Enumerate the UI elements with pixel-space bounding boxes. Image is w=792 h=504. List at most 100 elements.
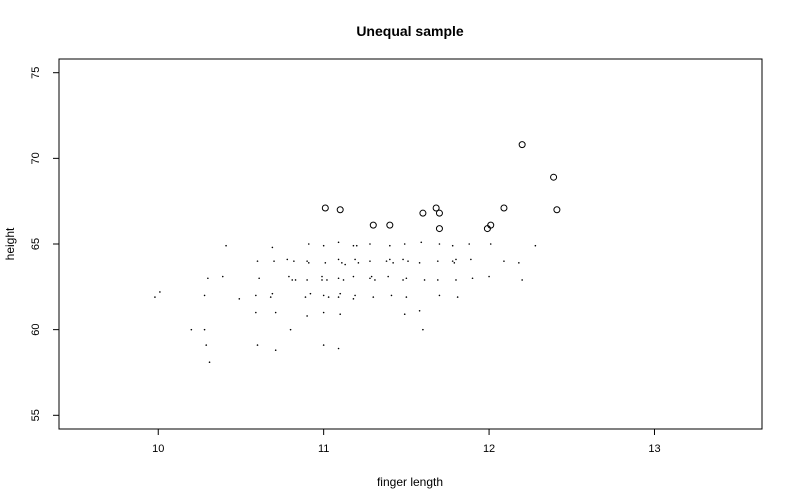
data-point-dot xyxy=(339,313,342,316)
x-tick-label: 13 xyxy=(648,443,660,455)
data-point-dot xyxy=(503,260,505,262)
data-point-dot xyxy=(321,279,323,281)
data-point-dot xyxy=(451,244,454,247)
data-point-circle xyxy=(483,225,491,233)
data-point-dot xyxy=(405,277,408,280)
data-point-dot xyxy=(436,279,439,281)
data-point-dot xyxy=(327,296,330,298)
data-point-dot xyxy=(436,260,439,262)
x-axis-label: finger length xyxy=(377,475,443,489)
data-point-dot xyxy=(258,277,260,280)
data-point-dot xyxy=(370,275,373,278)
data-point-dot xyxy=(418,310,421,312)
data-point-dot xyxy=(372,296,375,298)
x-tick-label: 11 xyxy=(318,443,329,455)
data-point-dot xyxy=(321,275,323,278)
data-point-dot xyxy=(438,294,441,297)
data-point-dot xyxy=(352,244,355,247)
x-axis: 10 11 12 13 xyxy=(152,429,661,455)
data-point-dot xyxy=(418,262,421,264)
data-point-dot xyxy=(352,298,355,300)
data-point-circle xyxy=(553,206,561,214)
data-point-dot xyxy=(306,279,308,281)
data-point-dot xyxy=(341,262,343,264)
data-point-dot xyxy=(534,244,537,247)
data-point-dot xyxy=(271,246,274,249)
data-point-dot xyxy=(470,258,472,261)
data-point-circle xyxy=(487,221,495,229)
data-point-dot xyxy=(255,311,257,314)
data-point-circle xyxy=(321,204,329,212)
data-point-dot xyxy=(374,279,376,281)
data-point-dot xyxy=(453,262,456,264)
data-point-dot xyxy=(407,260,409,262)
data-point-dot xyxy=(326,279,328,281)
data-point-dot xyxy=(294,279,297,281)
data-point-dot xyxy=(306,260,308,262)
data-point-circle xyxy=(435,225,443,233)
data-point-circle xyxy=(500,204,508,212)
data-point-dot xyxy=(306,315,308,317)
data-point-dot xyxy=(208,361,211,363)
data-point-circle xyxy=(369,221,377,229)
data-point-dot xyxy=(354,258,356,261)
data-point-dot xyxy=(207,277,209,280)
data-point-dot xyxy=(269,296,272,298)
data-point-circle xyxy=(336,206,344,214)
data-point-dot xyxy=(273,260,275,262)
data-point-dot xyxy=(489,243,492,245)
data-point-dot xyxy=(402,279,404,281)
data-point-dot xyxy=(324,262,327,264)
data-point-dot xyxy=(286,258,289,261)
data-point-dot xyxy=(274,311,277,314)
data-point-dot xyxy=(451,260,454,262)
y-tick-label: 60 xyxy=(30,324,42,336)
data-point-dot xyxy=(390,294,393,297)
data-point-dot xyxy=(456,296,459,298)
data-point-dot xyxy=(304,296,307,298)
data-point-dot xyxy=(355,244,358,247)
y-tick-label: 65 xyxy=(30,238,42,250)
data-point-dot xyxy=(385,260,388,262)
x-tick-label: 12 xyxy=(483,443,495,455)
data-point-dot xyxy=(423,279,426,281)
y-axis-label: height xyxy=(3,227,17,260)
data-point-dot xyxy=(205,344,208,346)
data-point-dot xyxy=(369,260,371,262)
data-point-dot xyxy=(337,347,340,350)
y-tick-label: 70 xyxy=(30,152,42,164)
data-point-dot xyxy=(369,243,371,245)
data-point-dot xyxy=(357,262,360,264)
data-point-dot xyxy=(288,275,290,278)
data-point-dot xyxy=(521,279,523,281)
data-point-dot xyxy=(471,277,474,280)
data-point-dot xyxy=(352,275,355,278)
data-point-circle xyxy=(432,204,440,212)
data-point-dot xyxy=(518,262,520,264)
data-point-circle xyxy=(419,209,427,217)
data-point-dot xyxy=(203,328,206,331)
data-point-dot xyxy=(339,292,342,295)
data-point-dot xyxy=(405,296,408,298)
data-point-dot xyxy=(392,262,394,264)
data-point-dot xyxy=(291,279,294,281)
data-point-dot xyxy=(159,291,161,293)
data-point-dot xyxy=(337,277,340,280)
data-point-dot xyxy=(221,275,224,278)
data-point-dot xyxy=(344,263,346,266)
data-point-dot xyxy=(225,244,227,247)
data-point-dot xyxy=(389,258,391,261)
data-point-dot xyxy=(274,349,277,352)
data-point-dot xyxy=(271,292,274,295)
data-point-dot xyxy=(402,258,404,261)
data-point-dot xyxy=(438,243,441,245)
data-point-dot xyxy=(256,260,259,262)
chart-title: Unequal sample xyxy=(356,23,464,39)
y-axis: 55 60 65 70 75 xyxy=(30,67,59,421)
data-point-dot xyxy=(307,243,310,245)
data-point-dot xyxy=(488,275,490,278)
data-point-dot xyxy=(455,279,457,281)
data-point-dot xyxy=(337,241,340,244)
data-point-dot xyxy=(354,294,356,297)
